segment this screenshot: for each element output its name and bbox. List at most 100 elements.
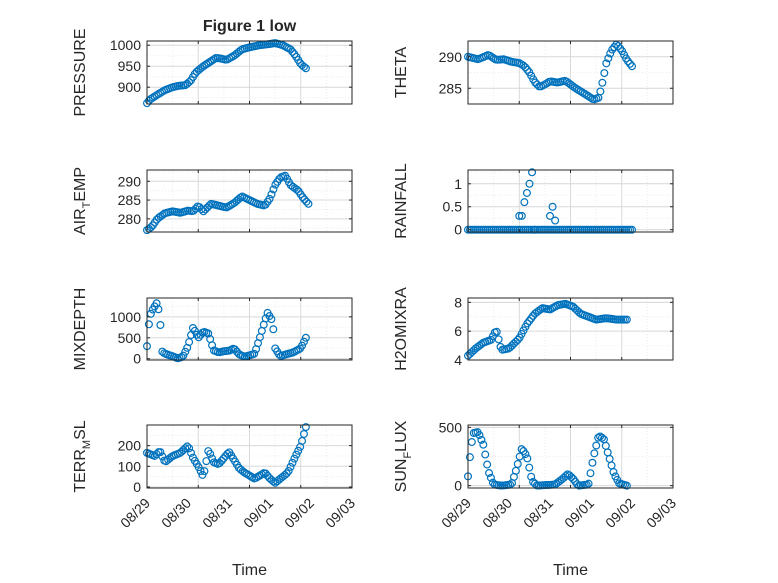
data-point [489,54,498,63]
data-point [292,185,301,194]
data-point [284,466,293,475]
y-axis-label-suffix: LUX [393,420,410,451]
y-tick-label: 1 [454,176,462,192]
data-point [561,472,570,481]
data-point [580,89,589,98]
x-tick-label: 08/31 [520,495,556,531]
ticks [467,425,674,488]
data-point [204,329,213,338]
data-series [143,423,310,487]
data-point [515,211,524,220]
x-tick-label: 09/03 [322,495,358,531]
y-tick-label: 500 [439,419,463,435]
y-tick-label: 290 [439,49,463,65]
data-point [301,64,310,73]
data-point [485,469,494,478]
data-point [543,79,552,88]
subplot-air-temp: 280 285 290 AIRTEMP [72,167,353,235]
y-tick-label: 0.5 [443,199,463,215]
data-point [187,448,196,457]
x-tick-label: 09/02 [281,495,317,531]
data-point [215,459,224,468]
data-point [602,59,611,68]
data-point [523,454,532,463]
data-point [513,335,522,344]
x-tick-label: 08/31 [199,495,235,531]
data-point [515,59,524,68]
y-axis-label: RAINFALL [393,163,410,239]
data-point [608,45,617,54]
data-point [217,456,226,465]
data-point [290,454,299,463]
data-point [181,347,190,356]
data-point [286,45,295,54]
data-point [596,87,605,96]
data-point [191,204,200,213]
y-axis-label: TERRMSL [72,420,93,492]
data-series [143,299,310,363]
data-point [200,467,209,476]
data-point [545,211,554,220]
data-point [486,473,495,482]
y-axis-label-text: THETA [393,47,410,99]
data-point [614,42,623,51]
data-point [572,84,581,93]
data-point [282,469,291,478]
y-axis-label-text: TERR [72,449,89,493]
data-point [177,353,186,362]
y-tick-label: 0 [454,222,462,238]
data-point [208,454,217,463]
data-point [267,190,276,199]
data-point [481,450,490,459]
data-point [250,349,259,358]
x-tick-label: 08/30 [158,495,194,531]
y-tick-label: 0 [133,479,141,495]
data-point [609,467,618,476]
data-point [594,433,603,442]
data-point [576,87,585,96]
y-tick-label: 950 [118,58,142,74]
y-tick-label: 285 [118,192,142,208]
y-axis-label-text: SUN [393,459,410,493]
data-point [610,43,619,52]
y-axis-label-text: PRESSURE [72,28,89,116]
y-tick-label: 1000 [110,309,141,325]
y-tick-label: 0 [454,478,462,494]
ticks [146,425,353,488]
y-axis-label: H2OMIXRA [393,287,410,371]
data-point [154,305,163,314]
data-point [275,350,284,359]
subplot-theta: 285 290 THETA [393,40,674,105]
data-point [302,197,311,206]
y-tick-label: 500 [118,330,142,346]
data-point [590,449,599,458]
data-point [288,458,297,467]
x-tick-label: 09/02 [602,495,638,531]
data-point [194,333,203,342]
data-point [485,51,494,60]
data-point [465,453,474,462]
data-point [261,469,270,478]
data-series [464,299,631,360]
data-point [156,321,165,330]
data-point [248,473,257,482]
data-point [586,469,595,478]
data-point [533,80,542,89]
data-point [525,179,534,188]
data-point [269,477,278,486]
data-point [597,433,606,442]
data-point [223,449,232,458]
data-point [586,93,595,102]
data-point [530,479,539,488]
data-point [286,462,295,471]
data-point [517,211,526,220]
data-point [519,61,528,70]
subplot-pressure: 900 950 1000 Figure 1 low PRESSURE [72,18,353,117]
data-point [492,327,501,336]
y-axis-label-subscript: T [81,201,93,208]
data-point [548,202,557,211]
data-point [194,463,203,472]
data-point [292,450,301,459]
data-point [626,59,635,68]
